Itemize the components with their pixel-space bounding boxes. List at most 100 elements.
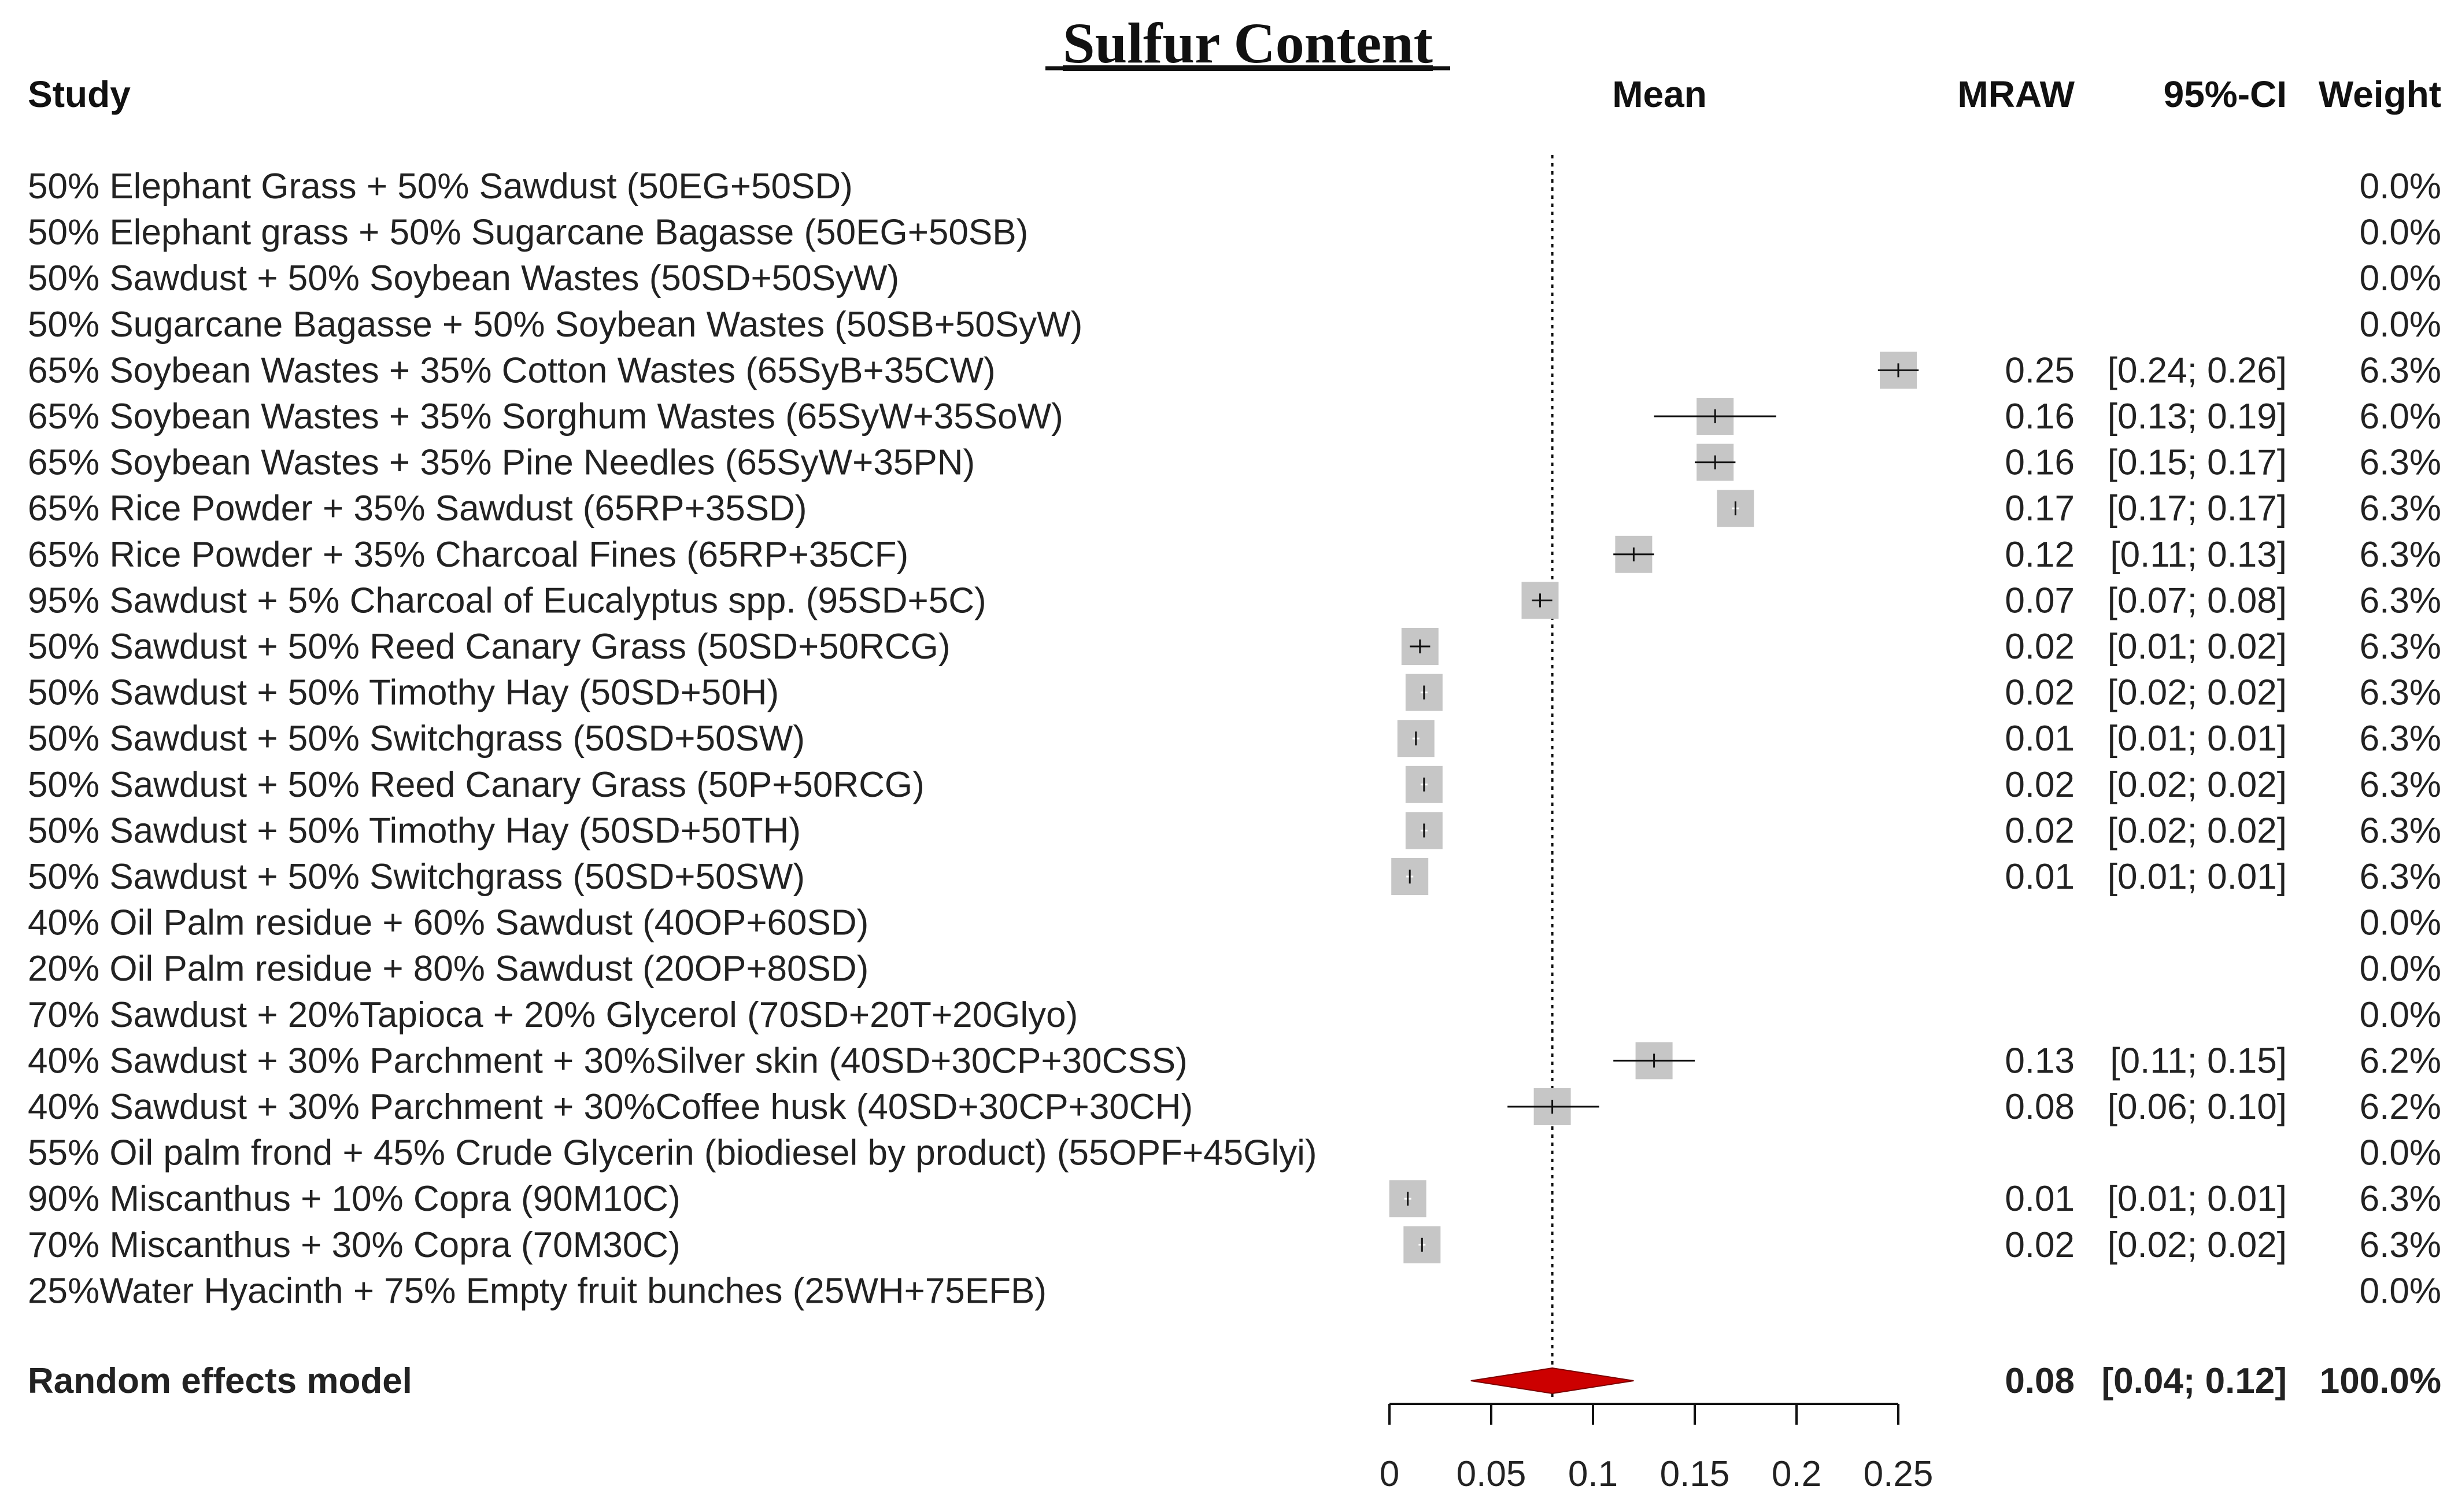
- study-ci: [0.01; 0.01]: [2108, 1179, 2287, 1219]
- study-ci: [0.02; 0.02]: [2108, 1225, 2287, 1265]
- pooled-ci: [0.04; 0.12]: [2101, 1361, 2287, 1401]
- study-weight: 0.0%: [2360, 1133, 2441, 1173]
- study-label: 50% Elephant grass + 50% Sugarcane Bagas…: [28, 213, 1028, 253]
- study-weight: 6.3%: [2360, 1179, 2441, 1219]
- study-label: 55% Oil palm frond + 45% Crude Glycerin …: [28, 1133, 1317, 1173]
- study-mraw: 0.02: [2005, 673, 2075, 713]
- x-tick-label: 0.25: [1864, 1454, 1934, 1494]
- study-weight: 6.3%: [2360, 1225, 2441, 1265]
- header-mean: Mean: [1612, 73, 1707, 115]
- study-mraw: 0.02: [2005, 1225, 2075, 1265]
- study-label: 40% Sawdust + 30% Parchment + 30%Silver …: [28, 1041, 1188, 1081]
- study-mraw: 0.01: [2005, 857, 2075, 897]
- study-mraw: 0.25: [2005, 350, 2075, 390]
- pooled-diamond: [1470, 1367, 1634, 1395]
- study-weight: 0.0%: [2360, 903, 2441, 943]
- study-mraw: 0.07: [2005, 581, 2075, 620]
- study-mraw: 0.02: [2005, 811, 2075, 851]
- study-mraw: 0.08: [2005, 1087, 2075, 1127]
- study-label: 50% Sawdust + 50% Reed Canary Grass (50P…: [28, 765, 925, 805]
- study-weight: 6.3%: [2360, 581, 2441, 620]
- study-mraw: 0.02: [2005, 627, 2075, 667]
- x-axis: 0 0.05 0.1 0.15 0.2 0.25: [1380, 1403, 1934, 1494]
- study-label: 70% Sawdust + 20%Tapioca + 20% Glycerol …: [28, 995, 1078, 1035]
- study-weight: 6.0%: [2360, 397, 2441, 437]
- study-label: 20% Oil Palm residue + 80% Sawdust (20OP…: [28, 949, 868, 989]
- study-weight: 0.0%: [2360, 995, 2441, 1035]
- study-label: 40% Oil Palm residue + 60% Sawdust (40OP…: [28, 903, 868, 943]
- study-label: 50% Sawdust + 50% Timothy Hay (50SD+50H): [28, 673, 779, 713]
- study-weight: 6.2%: [2360, 1087, 2441, 1127]
- study-marks: [1389, 155, 1919, 1398]
- study-weight: 6.3%: [2360, 627, 2441, 667]
- x-tick-label: 0.15: [1660, 1454, 1730, 1494]
- study-ci: [0.02; 0.02]: [2108, 673, 2287, 713]
- study-mraw: 0.12: [2005, 535, 2075, 575]
- study-weight: 0.0%: [2360, 1271, 2441, 1311]
- study-label: 50% Sugarcane Bagasse + 50% Soybean Wast…: [28, 305, 1082, 345]
- study-rows: 50% Elephant Grass + 50% Sawdust (50EG+5…: [28, 167, 2441, 1401]
- study-weight: 6.3%: [2360, 719, 2441, 759]
- study-mraw: 0.01: [2005, 1179, 2075, 1219]
- x-tick-label: 0.05: [1457, 1454, 1526, 1494]
- study-label: 50% Elephant Grass + 50% Sawdust (50EG+5…: [28, 167, 853, 206]
- study-label: 65% Rice Powder + 35% Sawdust (65RP+35SD…: [28, 489, 807, 528]
- study-ci: [0.13; 0.19]: [2108, 397, 2287, 437]
- study-ci: [0.01; 0.01]: [2108, 857, 2287, 897]
- study-label: 50% Sawdust + 50% Reed Canary Grass (50S…: [28, 627, 951, 667]
- study-weight: 6.3%: [2360, 350, 2441, 390]
- study-mraw: 0.13: [2005, 1041, 2075, 1081]
- study-weight: 6.3%: [2360, 673, 2441, 713]
- study-label: 90% Miscanthus + 10% Copra (90M10C): [28, 1179, 681, 1219]
- study-label: 50% Sawdust + 50% Switchgrass (50SD+50SW…: [28, 857, 805, 897]
- study-ci: [0.02; 0.02]: [2108, 765, 2287, 805]
- study-weight: 6.3%: [2360, 857, 2441, 897]
- study-ci: [0.24; 0.26]: [2108, 350, 2287, 390]
- study-mraw: 0.17: [2005, 489, 2075, 528]
- pooled-weight: 100.0%: [2320, 1361, 2441, 1401]
- study-label: 50% Sawdust + 50% Timothy Hay (50SD+50TH…: [28, 811, 801, 851]
- study-weight: 0.0%: [2360, 949, 2441, 989]
- x-tick-label: 0.1: [1568, 1454, 1618, 1494]
- study-label: 65% Soybean Wastes + 35% Pine Needles (6…: [28, 443, 975, 483]
- study-ci: [0.01; 0.01]: [2108, 719, 2287, 759]
- study-weight: 0.0%: [2360, 258, 2441, 298]
- study-label: 40% Sawdust + 30% Parchment + 30%Coffee …: [28, 1087, 1193, 1127]
- study-label: 65% Rice Powder + 35% Charcoal Fines (65…: [28, 535, 908, 575]
- study-mraw: 0.16: [2005, 397, 2075, 437]
- study-weight: 6.3%: [2360, 489, 2441, 528]
- study-weight: 6.3%: [2360, 535, 2441, 575]
- header-ci: 95%-CI: [2164, 73, 2287, 115]
- study-weight: 0.0%: [2360, 167, 2441, 206]
- study-label: 95% Sawdust + 5% Charcoal of Eucalyptus …: [28, 581, 986, 620]
- study-ci: [0.02; 0.02]: [2108, 811, 2287, 851]
- study-label: 50% Sawdust + 50% Switchgrass (50SD+50SW…: [28, 719, 805, 759]
- study-weight: 0.0%: [2360, 305, 2441, 345]
- header-study: Study: [28, 73, 131, 115]
- study-ci: [0.06; 0.10]: [2108, 1087, 2287, 1127]
- study-mraw: 0.02: [2005, 765, 2075, 805]
- study-mraw: 0.16: [2005, 443, 2075, 483]
- study-label: 25%Water Hyacinth + 75% Empty fruit bunc…: [28, 1271, 1047, 1311]
- study-label: 50% Sawdust + 50% Soybean Wastes (50SD+5…: [28, 258, 899, 298]
- pooled-label: Random effects model: [28, 1361, 412, 1401]
- header-mraw: MRAW: [1957, 73, 2075, 115]
- header-weight: Weight: [2319, 73, 2441, 115]
- study-label: 65% Soybean Wastes + 35% Cotton Wastes (…: [28, 350, 996, 390]
- study-weight: 6.2%: [2360, 1041, 2441, 1081]
- study-weight: 6.3%: [2360, 765, 2441, 805]
- study-ci: [0.17; 0.17]: [2108, 489, 2287, 528]
- study-weight: 0.0%: [2360, 213, 2441, 253]
- study-weight: 6.3%: [2360, 811, 2441, 851]
- study-mraw: 0.01: [2005, 719, 2075, 759]
- study-label: 65% Soybean Wastes + 35% Sorghum Wastes …: [28, 397, 1063, 437]
- pooled-mraw: 0.08: [2005, 1361, 2075, 1401]
- study-label: 70% Miscanthus + 30% Copra (70M30C): [28, 1225, 681, 1265]
- study-ci: [0.01; 0.02]: [2108, 627, 2287, 667]
- x-tick-label: 0.2: [1772, 1454, 1821, 1494]
- chart-title: Sulfur Content: [1063, 11, 1433, 75]
- study-weight: 6.3%: [2360, 443, 2441, 483]
- study-ci: [0.07; 0.08]: [2108, 581, 2287, 620]
- study-ci: [0.11; 0.15]: [2110, 1041, 2287, 1081]
